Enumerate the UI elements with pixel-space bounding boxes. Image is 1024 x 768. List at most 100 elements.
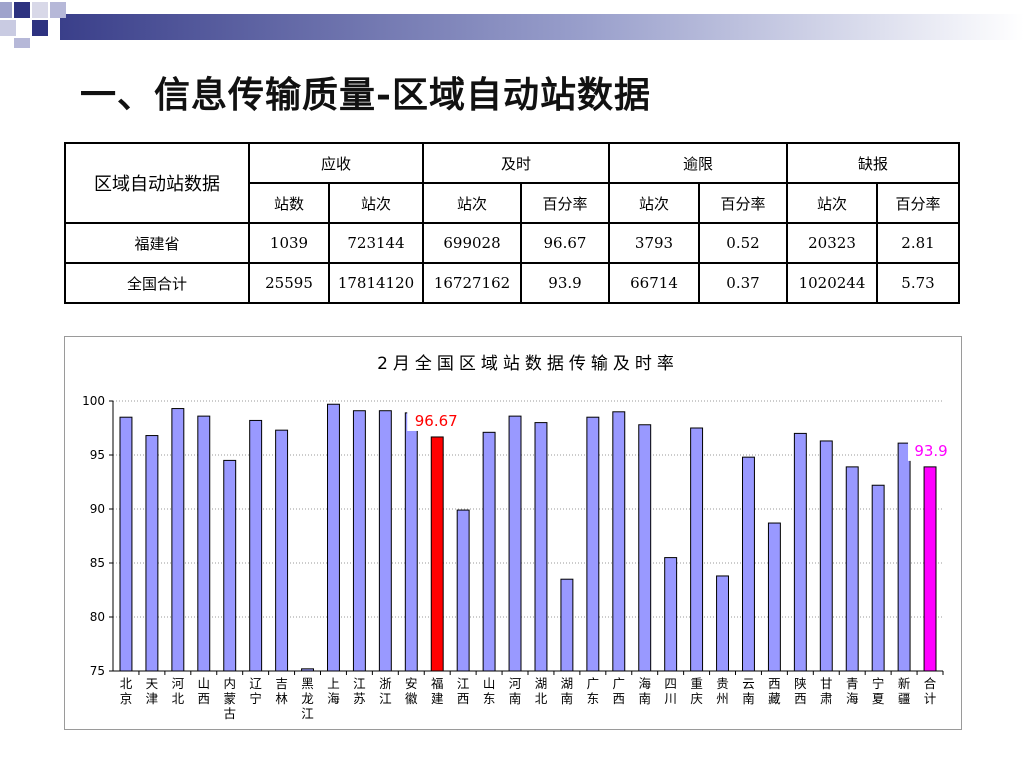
- table-header-row: 区域自动站数据 应收 及时 逾限 缺报: [64, 142, 960, 224]
- x-tick-label: 河南: [509, 676, 522, 706]
- x-tick-label: 甘肃: [820, 676, 833, 706]
- bar-海南: [638, 424, 652, 672]
- y-tick-label: 80: [90, 610, 105, 624]
- subheader-cell: 站次: [608, 182, 700, 224]
- data-label-福建: 96.67: [415, 412, 458, 430]
- bar-安徽: [404, 412, 418, 672]
- bar-河北: [171, 408, 185, 672]
- table-cell: 3793: [608, 222, 700, 264]
- x-tick-label: 上海: [327, 676, 340, 706]
- x-tick-label: 内蒙古: [223, 676, 236, 721]
- subheader-cell: 站数: [248, 182, 330, 224]
- subheader-cell: 百分率: [876, 182, 960, 224]
- x-tick-label: 青海: [846, 676, 859, 706]
- table-cell: 20323: [786, 222, 878, 264]
- table-cell: 699028: [422, 222, 522, 264]
- table-row: 福建省 1039 723144 699028 96.67 3793 0.52 2…: [64, 222, 960, 264]
- data-label-合计: 93.9: [914, 442, 947, 460]
- x-tick-label: 江西: [457, 676, 470, 706]
- chart-title: 2月全国区域站数据传输及时率: [377, 354, 679, 374]
- x-tick-label: 福建: [431, 676, 444, 706]
- subheader-cell: 百分率: [520, 182, 610, 224]
- subheader-cell: 站次: [786, 182, 878, 224]
- y-tick-label: 100: [82, 394, 105, 408]
- bar-上海: [327, 403, 340, 672]
- bar-新疆: [897, 442, 911, 672]
- bar-吉林: [275, 429, 289, 672]
- bar-宁夏: [871, 484, 885, 672]
- bar-广西: [612, 411, 626, 672]
- table-cell: 93.9: [520, 262, 610, 304]
- x-tick-label: 黑龙江: [301, 676, 314, 721]
- x-tick-label: 北京: [120, 676, 133, 706]
- x-tick-label: 山东: [483, 676, 496, 706]
- bar-江苏: [352, 410, 366, 672]
- bar-四川: [664, 557, 678, 672]
- table-cell: 25595: [248, 262, 330, 304]
- table-cell: 0.52: [698, 222, 788, 264]
- page-title: 一、信息传输质量-区域自动站数据: [80, 74, 651, 116]
- x-tick-label: 安徽: [405, 676, 418, 706]
- x-tick-label: 湖南: [561, 676, 574, 706]
- table-cell: 17814120: [328, 262, 424, 304]
- x-tick-label: 陕西: [794, 676, 807, 706]
- x-tick-label: 广东: [587, 676, 600, 706]
- data-label-bg: [908, 438, 955, 461]
- data-table: 区域自动站数据 应收 及时 逾限 缺报 站数 站次 站次 百分率 站次 百分率 …: [64, 142, 960, 304]
- bar-广东: [586, 416, 600, 672]
- table-cell: 2.81: [876, 222, 960, 264]
- bar-青海: [845, 466, 859, 672]
- group-header: 及时: [422, 142, 610, 184]
- y-tick-label: 95: [90, 448, 105, 462]
- bar-山东: [482, 431, 496, 672]
- y-tick-label: 90: [90, 502, 105, 516]
- x-tick-label: 天津: [146, 676, 159, 706]
- bar-重庆: [690, 427, 704, 672]
- group-header: 逾限: [608, 142, 788, 184]
- x-tick-label: 重庆: [690, 676, 703, 706]
- subheader-cell: 站次: [422, 182, 522, 224]
- table-cell: 66714: [608, 262, 700, 304]
- bar-河南: [508, 415, 522, 672]
- table-cell: 5.73: [876, 262, 960, 304]
- bar-江西: [456, 509, 470, 672]
- group-header: 应收: [248, 142, 424, 184]
- bar-山西: [197, 415, 211, 672]
- subheader-cell: 百分率: [698, 182, 788, 224]
- bar-浙江: [378, 410, 392, 672]
- x-tick-label: 宁夏: [872, 676, 885, 706]
- bar-西藏: [767, 522, 781, 672]
- x-tick-label: 湖北: [535, 676, 548, 706]
- bar-陕西: [793, 432, 807, 672]
- table-cell: 723144: [328, 222, 424, 264]
- y-tick-label: 85: [90, 556, 105, 570]
- x-tick-label: 浙江: [379, 676, 392, 706]
- x-tick-label: 新疆: [898, 676, 911, 706]
- bar-北京: [119, 416, 133, 672]
- table-subheader-row: 站数 站次 站次 百分率 站次 百分率 站次 百分率: [65, 182, 960, 224]
- x-tick-label: 西藏: [768, 676, 781, 706]
- bar-云南: [742, 456, 755, 672]
- row-name: 全国合计: [64, 262, 250, 304]
- table-cell: 1020244: [786, 262, 878, 304]
- x-tick-label: 广西: [613, 676, 626, 706]
- bar-湖南: [560, 578, 574, 672]
- x-tick-label: 合计: [924, 676, 937, 706]
- subheader-cell: 站次: [328, 182, 424, 224]
- bar-福建: [430, 436, 444, 672]
- bar-内蒙古: [223, 459, 237, 672]
- table-cell: 0.37: [698, 262, 788, 304]
- row-name: 福建省: [64, 222, 250, 264]
- table-cell: 16727162: [422, 262, 522, 304]
- x-tick-label: 贵州: [716, 676, 729, 706]
- y-tick-label: 75: [90, 664, 105, 678]
- bar-辽宁: [249, 419, 263, 672]
- table-row: 全国合计 25595 17814120 16727162 93.9 66714 …: [64, 262, 960, 304]
- x-tick-label: 吉林: [275, 676, 288, 706]
- bar-甘肃: [819, 440, 833, 672]
- x-tick-label: 山西: [198, 676, 211, 706]
- x-tick-label: 辽宁: [249, 676, 262, 706]
- x-tick-label: 海南: [638, 676, 651, 706]
- bar-合计: [923, 466, 937, 672]
- group-header: 缺报: [786, 142, 960, 184]
